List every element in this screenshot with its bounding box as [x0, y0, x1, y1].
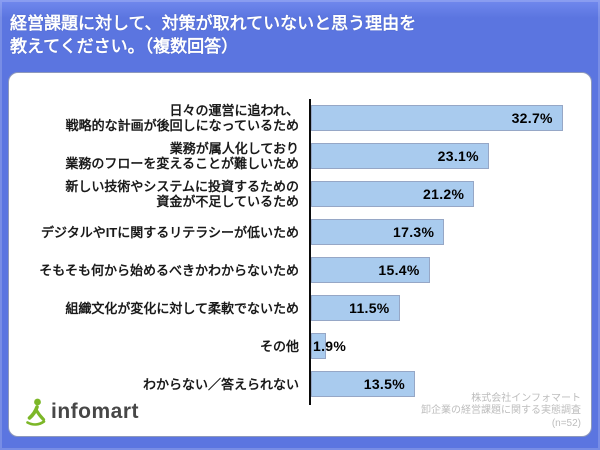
category-label: その他	[259, 338, 299, 354]
source-sample-size: (n=52)	[551, 417, 581, 429]
chart-rows: 日々の運営に追われ、 戦略的な計画が後回しになっているため 32.7% 業務が属人化し…	[9, 99, 591, 405]
chart-row: そもそも何から始めるべきかわからないため 15.4%	[9, 251, 591, 289]
category-label: わからない／答えられない	[142, 376, 299, 392]
value-label: 1.9%	[313, 338, 347, 354]
source-note: 株式会社インフォマート 卸企業の経営課題に関する実態調査 (n=52)	[421, 393, 581, 431]
page-title-line1: 経営課題に対して、対策が取れていないと思う理由を	[10, 14, 417, 33]
bar	[311, 143, 489, 169]
value-label: 17.3%	[393, 224, 435, 240]
chart-row: デジタルやITに関するリテラシーが低いため 17.3%	[9, 213, 591, 251]
bar-area: 17.3%	[309, 219, 591, 245]
chart-row: わからない／答えられない 13.5%	[9, 365, 591, 403]
value-label: 13.5%	[363, 376, 405, 392]
bar-area: 1.9%	[309, 333, 591, 359]
page-title: 経営課題に対して、対策が取れていないと思う理由を 教えてください。（複数回答）	[10, 12, 590, 58]
bar	[311, 371, 415, 397]
category-label: そもそも何から始めるべきかわからないため	[39, 262, 299, 278]
source-company: 株式会社インフォマート	[471, 392, 581, 404]
source-survey: 卸企業の経営課題に関する実態調査	[421, 405, 581, 416]
bar-area: 21.2%	[309, 181, 591, 207]
bar	[311, 333, 326, 359]
bar	[311, 105, 563, 131]
bar-area: 13.5%	[309, 371, 591, 397]
bar	[311, 181, 475, 207]
bar-area: 11.5%	[309, 295, 591, 321]
value-label: 15.4%	[378, 262, 420, 278]
category-label: 業務が属人化しており 業務のフローを変えることが難しいため	[65, 141, 299, 171]
chart-row: 新しい技術やシステムに投資するための 資金が不足しているため 21.2%	[9, 175, 591, 213]
bar	[311, 219, 445, 245]
bar	[311, 257, 430, 283]
bar	[311, 295, 400, 321]
category-label: デジタルやITに関するリテラシーが低いため	[40, 224, 299, 240]
value-label: 21.2%	[423, 186, 465, 202]
y-axis-line	[309, 99, 311, 405]
category-label: 新しい技術やシステムに投資するための 資金が不足しているため	[65, 179, 299, 209]
infomart-logo: infomart	[23, 396, 139, 428]
bar-area: 23.1%	[309, 143, 591, 169]
chart-row: 業務が属人化しており 業務のフローを変えることが難しいため 23.1%	[9, 137, 591, 175]
infomart-logo-text: infomart	[51, 400, 139, 423]
bar-area: 32.7%	[309, 105, 591, 131]
chart-panel: 日々の運営に追われ、 戦略的な計画が後回しになっているため 32.7% 業務が属人化し…	[8, 72, 592, 437]
category-label: 組織文化が変化に対して柔軟でないため	[65, 300, 299, 316]
value-label: 11.5%	[349, 300, 390, 316]
chart-row: 組織文化が変化に対して柔軟でないため 11.5%	[9, 289, 591, 327]
chart-row: その他 1.9%	[9, 327, 591, 365]
infomart-logo-icon	[26, 398, 46, 426]
category-label: 日々の運営に追われ、 戦略的な計画が後回しになっているため	[65, 103, 299, 133]
value-label: 32.7%	[511, 110, 553, 126]
page-title-line2: 教えてください。（複数回答）	[10, 37, 239, 56]
chart-row: 日々の運営に追われ、 戦略的な計画が後回しになっているため 32.7%	[9, 99, 591, 137]
bar-area: 15.4%	[309, 257, 591, 283]
value-label: 23.1%	[437, 148, 479, 164]
